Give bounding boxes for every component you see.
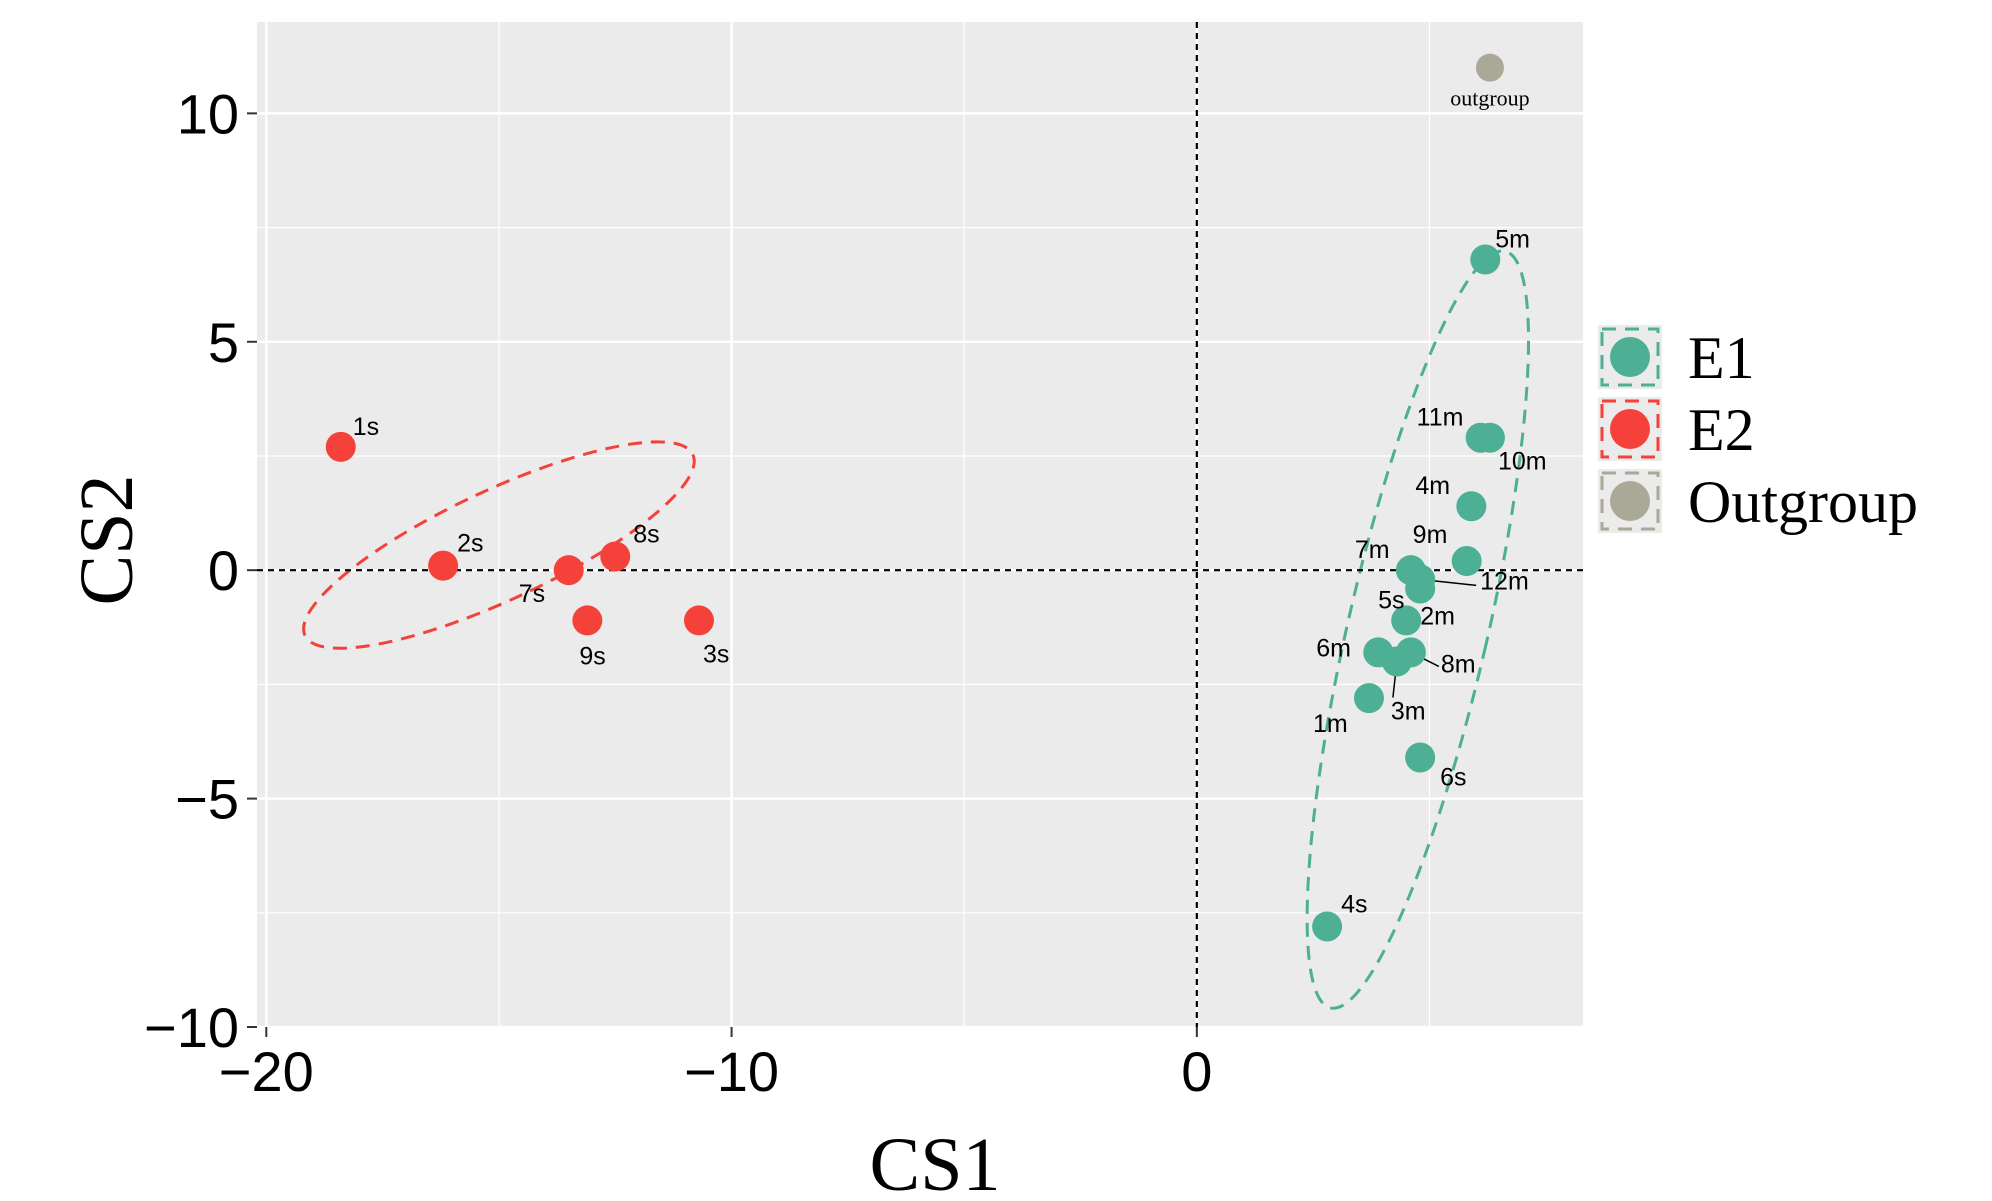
- point-label-3m: 3m: [1391, 698, 1426, 726]
- legend-key-outline: [1600, 327, 1660, 387]
- point-label-9s: 9s: [579, 642, 605, 670]
- legend-key-dot: [1610, 337, 1650, 377]
- y-tick-label: 5: [208, 311, 239, 374]
- x-tick-label: −20: [219, 1040, 314, 1103]
- legend-label-outgroup: Outgroup: [1688, 469, 1918, 535]
- point-label-9m: 9m: [1413, 521, 1448, 549]
- point-label-6m: 6m: [1316, 634, 1351, 662]
- y-tick-label: 0: [208, 539, 239, 602]
- point-4m: [1456, 491, 1487, 522]
- point-4s: [1312, 911, 1343, 942]
- ellipse-e2: [302, 440, 696, 650]
- y-axis-title: CS2: [65, 475, 149, 606]
- point-2s: [428, 550, 459, 581]
- point-label-2m: 2m: [1420, 602, 1455, 630]
- reference-lines: [257, 22, 1583, 1027]
- plot-area: [257, 22, 1583, 1027]
- x-axis-title: CS1: [870, 1123, 1001, 1201]
- point-label-3s: 3s: [703, 640, 729, 668]
- legend-key-dot: [1610, 409, 1650, 449]
- point-label-5m: 5m: [1495, 226, 1530, 254]
- legend-key-dot: [1610, 481, 1650, 521]
- data-points: [325, 53, 1505, 942]
- point-1m: [1353, 683, 1384, 714]
- point-label-1s: 1s: [353, 413, 379, 441]
- point-3m: [1381, 646, 1412, 677]
- point-3s: [684, 605, 714, 636]
- ellipse-e1: [1305, 249, 1531, 1010]
- point-9m: [1451, 546, 1482, 577]
- point-label-7s: 7s: [519, 580, 545, 608]
- y-tick-label: −5: [175, 768, 239, 831]
- point-5s: [1405, 573, 1436, 604]
- point-label-7m: 7m: [1355, 536, 1390, 564]
- point-label-outgroup: outgroup: [1450, 86, 1529, 111]
- point-2m: [1391, 605, 1422, 636]
- point-labels: 5m 11m 10m 4m 9m 7m 12m 5s 2m 6m 8m 3m 1m 6s 4s 1s 2s 7s 8…: [353, 86, 1547, 919]
- point-1s: [325, 431, 356, 462]
- point-label-2s: 2s: [457, 530, 483, 558]
- point-label-11m: 11m: [1417, 404, 1464, 432]
- y-tick-label: −10: [144, 996, 239, 1059]
- y-tick-label: 10: [177, 82, 239, 145]
- point-label-4m: 4m: [1415, 472, 1450, 500]
- legend-key-outline: [1600, 399, 1660, 459]
- legend-key-outline: [1600, 471, 1660, 531]
- point-outgroup: [1475, 53, 1504, 82]
- point-7s: [553, 555, 584, 586]
- point-label-4s: 4s: [1341, 891, 1367, 919]
- point-label-8s: 8s: [633, 520, 659, 548]
- point-label-1m: 1m: [1313, 710, 1348, 738]
- x-tick-label: 0: [1181, 1040, 1212, 1103]
- confidence-ellipses: [302, 249, 1531, 1010]
- point-9s: [572, 605, 603, 636]
- point-label-10m: 10m: [1498, 448, 1547, 476]
- point-label-8m: 8m: [1441, 650, 1476, 678]
- legend-label-e1: E1: [1688, 325, 1755, 391]
- point-8s: [600, 541, 631, 572]
- point-10m: [1474, 422, 1505, 453]
- point-5m: [1470, 244, 1501, 275]
- point-label-5s: 5s: [1378, 586, 1404, 614]
- point-label-12m: 12m: [1480, 567, 1529, 595]
- point-6s: [1405, 742, 1436, 773]
- point-label-6s: 6s: [1440, 763, 1466, 791]
- legend-label-e2: E2: [1688, 397, 1755, 463]
- x-tick-label: −10: [684, 1040, 779, 1103]
